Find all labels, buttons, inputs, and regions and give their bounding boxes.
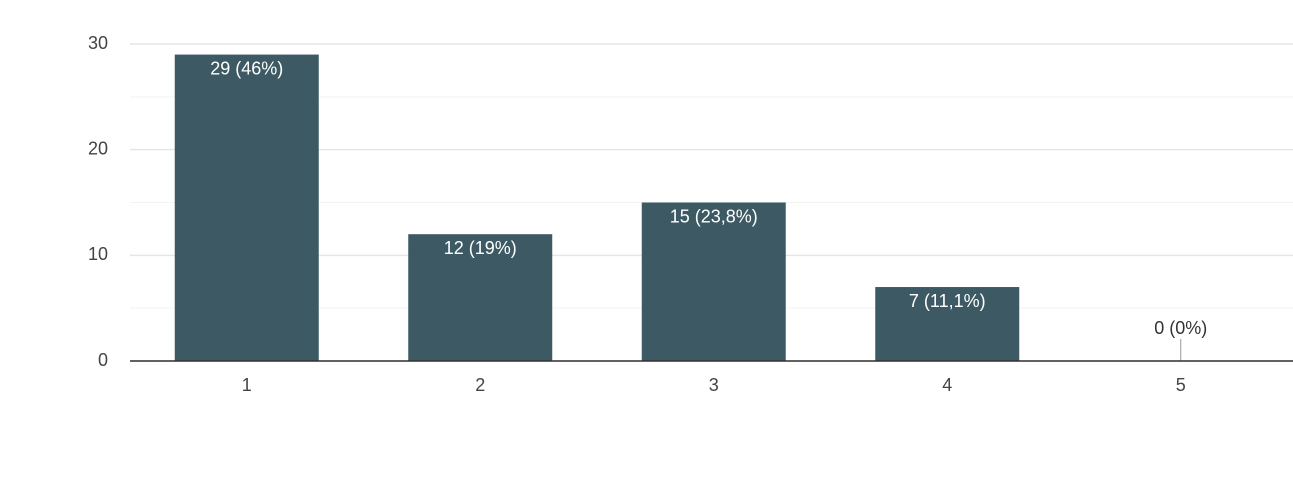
x-tick-label: 5 [1176, 375, 1186, 395]
data-label: 0 (0%) [1154, 318, 1207, 338]
bar [875, 287, 1020, 361]
data-label: 29 (46%) [210, 58, 283, 78]
y-tick-label: 10 [88, 244, 108, 264]
x-tick-label: 3 [709, 375, 719, 395]
y-tick-label: 30 [88, 33, 108, 53]
x-tick-label: 2 [475, 375, 485, 395]
bar [641, 202, 786, 361]
data-label: 7 (11,1%) [909, 291, 986, 311]
y-tick-label: 0 [98, 350, 108, 370]
y-tick-label: 20 [88, 138, 108, 158]
bar [174, 54, 319, 362]
data-label: 15 (23,8%) [670, 206, 758, 226]
data-label: 12 (19%) [444, 238, 517, 258]
bar [408, 234, 553, 361]
x-tick-label: 4 [942, 375, 952, 395]
x-tick-label: 1 [242, 375, 252, 395]
